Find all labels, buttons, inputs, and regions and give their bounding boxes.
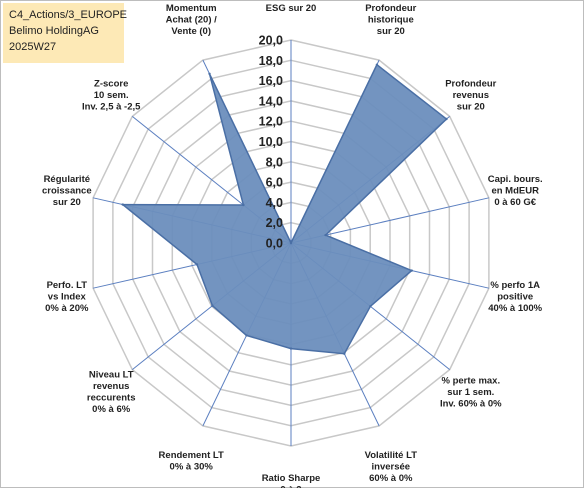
axis-label-line: vs Index — [48, 292, 87, 303]
axis-label-line: % perte max. — [441, 375, 500, 386]
data-point — [410, 269, 413, 272]
data-point — [242, 203, 245, 207]
axis-label-line: sur 20 — [53, 197, 81, 208]
series-layer — [120, 63, 448, 355]
axis-label-line: Inv. 60% à 0% — [440, 398, 502, 409]
axis-label-line: Régularité — [44, 174, 90, 185]
axis-label-line: reccurents — [87, 393, 136, 404]
axis-label: Ratio Sharpe0 à 2 — [262, 473, 321, 488]
axis-label-line: 0% à 30% — [170, 462, 214, 473]
data-point — [211, 304, 214, 307]
data-point — [289, 347, 293, 350]
axis-label-line: historique — [368, 14, 414, 25]
data-point — [343, 352, 346, 355]
data-point — [375, 63, 379, 66]
axis-label-line: en MdEUR — [491, 186, 539, 197]
axis-label-line: 60% à 0% — [369, 473, 413, 484]
axis-label-line: % perfo 1A — [490, 280, 540, 291]
axis-label-line: Achat (20) / — [166, 14, 218, 25]
axis-label-line: sur 20 — [457, 102, 485, 113]
radial-tick-labels: 0,0 2,0 4,0 6,0 8,0 10,0 12,0 14,0 16,0 18,0 20,0 — [259, 34, 283, 251]
axis-label-line: 0% à 6% — [92, 404, 131, 415]
tick-label: 12,0 — [259, 115, 283, 129]
tick-label: 8,0 — [266, 155, 283, 169]
axis-label-line: 0 à 60 G€ — [494, 197, 536, 208]
info-category: C4_Actions/3_EUROPE — [9, 9, 127, 21]
tick-label: 14,0 — [259, 94, 283, 108]
data-point — [369, 305, 372, 308]
axis-label-line: inversée — [372, 462, 411, 473]
axis-label-line: Vente (0) — [171, 26, 211, 37]
tick-label: 6,0 — [266, 176, 283, 190]
axis-label-line: sur 1 sem. — [447, 387, 494, 398]
data-point — [195, 263, 199, 266]
axis-label: NoteESG sur 20 — [266, 0, 317, 14]
axis-label-line: 40% à 100% — [488, 303, 542, 314]
axis-label-line: Perfo. LT — [47, 280, 88, 291]
axis-label-line: Profondeur — [445, 79, 496, 90]
series-area — [120, 63, 448, 355]
axis-label-line: Z-score — [94, 79, 128, 90]
axis-label-line: sur 20 — [377, 26, 405, 37]
tick-label: 18,0 — [259, 54, 283, 68]
axis-label-line: 10 sem. — [94, 90, 129, 101]
axis-label-line: Profondeur — [365, 3, 416, 14]
data-point — [445, 117, 448, 121]
axis-label-line: Ratio Sharpe — [262, 473, 321, 484]
axis-label-line: croissance — [42, 186, 92, 197]
axis-label-line: Note — [280, 0, 301, 3]
axis-label-line: revenus — [93, 381, 129, 392]
axis-label: % perte max.sur 1 sem.Inv. 60% à 0% — [440, 375, 502, 409]
tick-label: 2,0 — [266, 216, 283, 230]
axis-label-line: 0 à 2 — [280, 485, 301, 488]
tick-label: 0,0 — [266, 237, 283, 251]
axis-label-line: Niveau LT — [89, 370, 134, 381]
data-point — [324, 233, 327, 237]
info-week: 2025W27 — [9, 41, 57, 53]
tick-label: 20,0 — [259, 34, 283, 48]
axis-label-line: Rendement LT — [159, 450, 224, 461]
tick-label: 10,0 — [259, 135, 283, 149]
axis-label-line: Inv. 2,5 à -2,5 — [82, 102, 141, 113]
data-point — [289, 241, 293, 245]
data-point — [121, 203, 125, 206]
axis-label: Rendement LT0% à 30% — [159, 450, 224, 473]
axis-label-line: Volatilité LT — [365, 450, 418, 461]
axis-label-line: Capi. bours. — [488, 174, 543, 185]
info-box: C4_Actions/3_EUROPE Belimo HoldingAG 202… — [3, 3, 127, 63]
tick-label: 4,0 — [266, 196, 283, 210]
axis-label-line: 0% à 20% — [45, 303, 89, 314]
axis-label-line: ESG sur 20 — [266, 3, 317, 14]
info-company: Belimo HoldingAG — [9, 25, 99, 37]
axis-label-line: positive — [497, 292, 533, 303]
tick-label: 16,0 — [259, 74, 283, 88]
axis-label-line: revenus — [453, 90, 489, 101]
data-point — [208, 72, 211, 76]
axis-label-line: Momentum — [166, 3, 217, 14]
data-point — [245, 334, 248, 337]
